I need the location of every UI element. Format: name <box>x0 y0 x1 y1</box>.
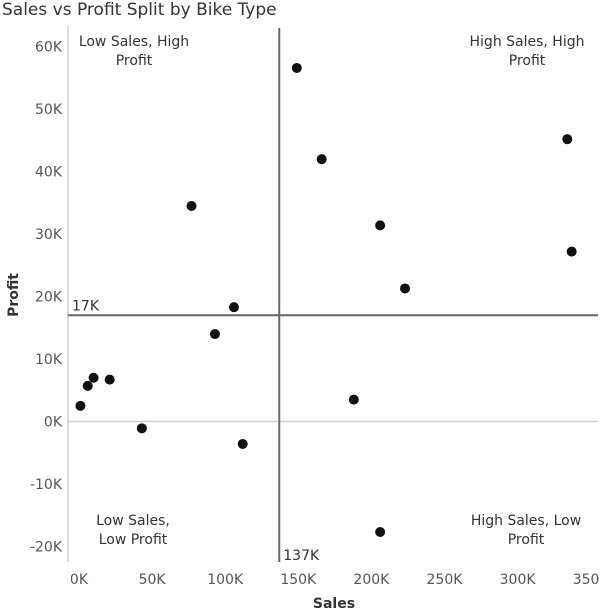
y-tick-label: 40K <box>35 165 63 181</box>
reference-label-profit: 17K <box>72 298 100 314</box>
data-point <box>566 246 577 257</box>
x-tick-label: 250K <box>427 572 464 588</box>
y-tick-label: -20K <box>30 539 63 555</box>
quadrant-label-high-sales-high-profit: Profit <box>509 53 546 69</box>
data-point <box>228 302 239 313</box>
x-tick-label: 150K <box>280 572 317 588</box>
data-point <box>136 423 147 434</box>
y-tick-label: 60K <box>35 40 63 56</box>
quadrant-label-low-sales-high-profit: Low Sales, High <box>79 34 189 50</box>
quadrant-label-high-sales-low-profit: Profit <box>508 532 545 548</box>
data-point <box>316 154 327 165</box>
data-point <box>375 527 386 538</box>
data-point <box>562 134 573 145</box>
reference-label-sales: 137K <box>283 548 320 564</box>
data-point <box>291 62 302 73</box>
x-tick-label: 50K <box>139 572 167 588</box>
data-point <box>348 394 359 405</box>
y-tick-label: 30K <box>35 227 63 243</box>
data-point <box>104 374 115 385</box>
quadrant-label-low-sales-high-profit: Profit <box>116 53 153 69</box>
y-tick-label: 10K <box>35 352 63 368</box>
data-point <box>400 283 411 294</box>
data-point <box>88 372 99 383</box>
quadrant-label-high-sales-low-profit: High Sales, Low <box>471 513 581 529</box>
x-axis-title: Sales <box>313 596 355 612</box>
x-tick-label: 300K <box>500 572 537 588</box>
y-tick-label: -10K <box>30 477 63 493</box>
x-tick-label: 0K <box>70 572 89 588</box>
data-point <box>82 380 93 391</box>
chart-title: Sales vs Profit Split by Bike Type <box>2 0 277 20</box>
data-point <box>375 220 386 231</box>
y-tick-label: 20K <box>35 290 63 306</box>
x-tick-label: 200K <box>353 572 390 588</box>
data-point <box>209 329 220 340</box>
y-axis-title: Profit <box>6 273 22 317</box>
quadrant-label-high-sales-high-profit: High Sales, High <box>470 34 585 50</box>
data-point <box>75 400 86 411</box>
data-point <box>186 201 197 211</box>
quadrant-label-low-sales-low-profit: Low Sales, <box>96 513 170 529</box>
data-point <box>237 438 248 449</box>
y-tick-label: 50K <box>35 102 63 118</box>
x-tick-label: 350K <box>573 572 600 588</box>
y-tick-label: 0K <box>44 414 63 430</box>
quadrant-label-low-sales-low-profit: Low Profit <box>99 532 168 548</box>
x-tick-label: 100K <box>207 572 244 588</box>
